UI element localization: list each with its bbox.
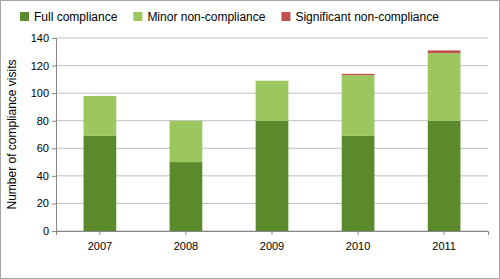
legend-item: Significant non-compliance — [281, 10, 439, 24]
y-tick-label: 140 — [31, 32, 49, 44]
y-tick-label: 80 — [37, 115, 49, 127]
bars — [84, 50, 461, 231]
x-tick-label: 2011 — [432, 240, 456, 252]
y-tick: 20 — [37, 197, 56, 209]
x-tick-mark — [185, 231, 186, 235]
legend-label: Minor non-compliance — [147, 10, 265, 24]
x-tick: 2011 — [432, 231, 456, 252]
series — [84, 121, 461, 231]
chart-frame — [1, 1, 500, 279]
x-tick-label: 2007 — [88, 240, 112, 252]
bar — [342, 136, 375, 231]
y-tick-label: 40 — [37, 170, 49, 182]
legend-label: Significant non-compliance — [295, 10, 439, 24]
y-tick: 120 — [31, 60, 56, 72]
bar — [170, 121, 203, 162]
bar — [256, 80, 289, 81]
x-tick-mark — [99, 231, 100, 235]
bar — [84, 136, 117, 231]
y-tick-mark — [52, 148, 56, 149]
y-axis: 0 20 40 60 80 100 120 140 — [31, 32, 57, 237]
x-tick-label: 2010 — [346, 240, 370, 252]
x-tick-label: 2008 — [174, 240, 198, 252]
x-tick: 2007 — [88, 231, 112, 252]
grid-line — [56, 38, 488, 39]
y-tick-label: 120 — [31, 60, 49, 72]
bar — [342, 75, 375, 136]
x-tick: 2009 — [260, 231, 284, 252]
x-tick-mark — [358, 231, 359, 235]
x-axis-line — [57, 232, 489, 236]
y-tick-label: 20 — [37, 197, 49, 209]
legend-item: Full compliance — [20, 10, 118, 24]
y-tick-mark — [52, 121, 56, 122]
y-tick: 0 — [43, 225, 56, 237]
y-tick-mark — [52, 38, 56, 39]
y-axis-title: Number of compliance visits — [5, 59, 19, 209]
y-axis-line — [52, 39, 57, 232]
legend-swatch — [133, 12, 142, 21]
y-tick-mark — [52, 93, 56, 94]
bar — [256, 121, 289, 231]
grid — [56, 38, 488, 231]
y-tick: 100 — [31, 87, 56, 99]
x-tick-label: 2009 — [260, 240, 284, 252]
bar — [428, 50, 461, 53]
series — [342, 50, 461, 75]
y-tick: 40 — [37, 170, 56, 182]
y-tick-mark — [52, 231, 56, 232]
grid-line — [56, 65, 488, 66]
x-axis: 2007 2008 2009 2010 2011 — [57, 231, 489, 252]
legend-label: Full compliance — [34, 10, 118, 24]
bar — [256, 81, 289, 121]
bar — [342, 74, 375, 75]
bar — [84, 96, 117, 136]
y-tick: 60 — [37, 142, 56, 154]
legend-swatch — [281, 12, 290, 21]
legend: Full compliance Minor non-compliance Signi… — [20, 10, 439, 24]
bar — [84, 95, 117, 96]
y-tick-label: 0 — [43, 225, 49, 237]
y-tick-mark — [52, 203, 56, 204]
x-tick-mark — [272, 231, 273, 235]
bar — [170, 162, 203, 231]
y-tick: 140 — [31, 32, 56, 44]
bar — [170, 120, 203, 121]
y-tick-mark — [52, 176, 56, 177]
chart: 0 20 40 60 80 100 120 140 2007 2008 2009 2010 2011 Nu… — [0, 0, 500, 279]
y-tick: 80 — [37, 115, 56, 127]
y-tick-mark — [52, 66, 56, 67]
bar — [428, 53, 461, 121]
x-tick-mark — [444, 231, 445, 235]
y-tick-label: 60 — [37, 142, 49, 154]
bar — [428, 121, 461, 231]
series — [84, 53, 461, 162]
plot: 0 20 40 60 80 100 120 140 2007 2008 2009 2010 2011 — [31, 32, 489, 252]
y-tick-label: 100 — [31, 87, 49, 99]
legend-item: Minor non-compliance — [133, 10, 265, 24]
legend-swatch — [20, 12, 29, 21]
x-tick: 2008 — [174, 231, 198, 252]
x-tick: 2010 — [346, 231, 370, 252]
